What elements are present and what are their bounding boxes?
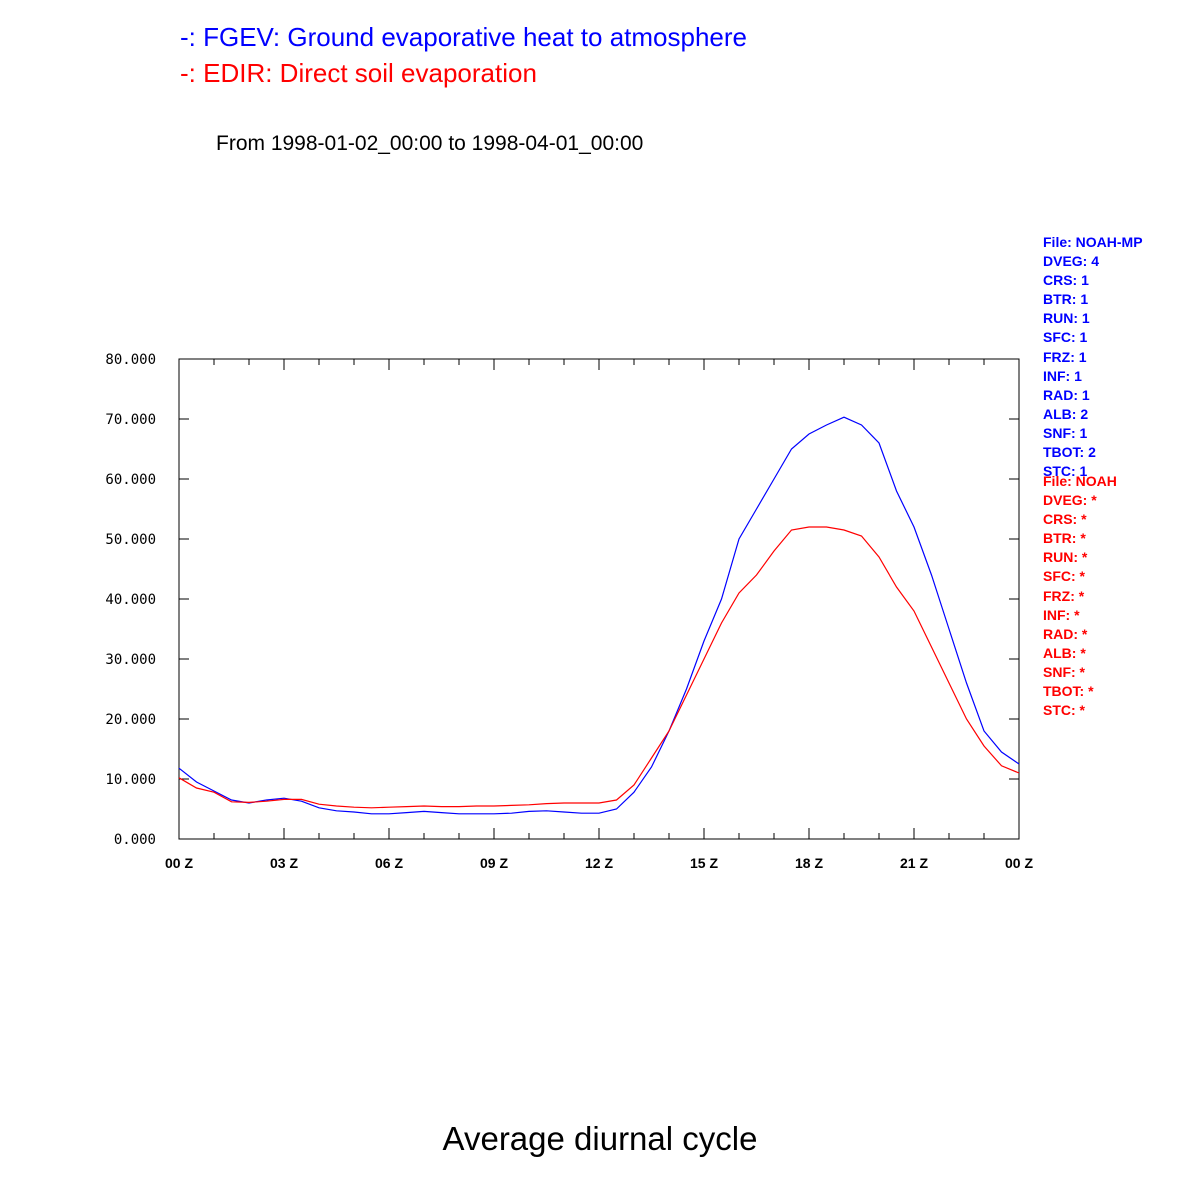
y-tick-label: 30.000: [105, 652, 156, 668]
info-line: File: NOAH: [1043, 473, 1117, 489]
info-line: RAD: 1: [1043, 386, 1090, 403]
info-line: RAD: *: [1043, 625, 1088, 642]
legend-entry-fgev: -: FGEV: Ground evaporative heat to atmo…: [180, 22, 747, 52]
info-line: RUN: 1: [1043, 310, 1090, 327]
x-tick-label: 12 Z: [585, 855, 613, 871]
y-tick-label: 10.000: [105, 772, 156, 788]
info-line: TBOT: 2: [1043, 444, 1096, 461]
info-line: SFC: *: [1043, 568, 1085, 585]
info-line: INF: 1: [1043, 367, 1082, 384]
info-line: BTR: 1: [1043, 291, 1089, 308]
info-line: File: NOAH-MP: [1043, 234, 1143, 250]
info-line: ALB: *: [1043, 644, 1086, 661]
bottom-title: Average diurnal cycle: [442, 1120, 758, 1157]
info-line: FRZ: *: [1043, 587, 1085, 604]
y-tick-label: 40.000: [105, 592, 156, 608]
info-line: CRS: *: [1043, 511, 1087, 528]
x-tick-label: 06 Z: [375, 855, 403, 871]
x-tick-label: 03 Z: [270, 855, 298, 871]
info-line: ALB: 2: [1043, 405, 1089, 422]
info-line: SFC: 1: [1043, 329, 1088, 346]
info-line: BTR: *: [1043, 530, 1086, 547]
x-tick-label: 09 Z: [480, 855, 508, 871]
y-tick-label: 80.000: [105, 352, 156, 368]
date-range-subtitle: From 1998-01-02_00:00 to 1998-04-01_00:0…: [216, 132, 644, 155]
y-tick-label: 70.000: [105, 412, 156, 428]
series-line-edir: [178, 526, 1020, 809]
y-tick-label: 60.000: [105, 472, 156, 488]
x-tick-label: 15 Z: [690, 855, 718, 871]
info-line: DVEG: 4: [1043, 253, 1100, 270]
info-line: INF: *: [1043, 606, 1080, 623]
info-line: TBOT: *: [1043, 683, 1094, 700]
series-line-fgev: [178, 416, 1020, 815]
y-tick-label: 0.000: [114, 832, 156, 848]
info-line: RUN: *: [1043, 549, 1088, 566]
y-tick-label: 20.000: [105, 712, 156, 728]
plot-frame: [178, 358, 1020, 840]
info-block-noah: File: NOAH DVEG: * CRS: * BTR: * RUN: * SFC: …: [1043, 472, 1117, 720]
info-line: CRS: 1: [1043, 272, 1089, 289]
info-line: SNF: 1: [1043, 424, 1088, 441]
y-tick-label: 50.000: [105, 532, 156, 548]
x-tick-label: 00 Z: [1005, 855, 1033, 871]
info-line: FRZ: 1: [1043, 348, 1087, 365]
x-tick-label: 00 Z: [165, 855, 193, 871]
info-line: STC: 1: [1043, 463, 1088, 480]
info-line: SNF: *: [1043, 663, 1085, 680]
x-tick-label: 18 Z: [795, 855, 823, 871]
info-line: STC: *: [1043, 702, 1085, 719]
info-line: DVEG: *: [1043, 492, 1097, 509]
info-block-noah-mp: File: NOAH-MP DVEG: 4 CRS: 1 BTR: 1 RUN: 1 SF…: [1043, 233, 1143, 481]
legend-entry-edir: -: EDIR: Direct soil evaporation: [180, 58, 537, 88]
x-tick-label: 21 Z: [900, 855, 928, 871]
